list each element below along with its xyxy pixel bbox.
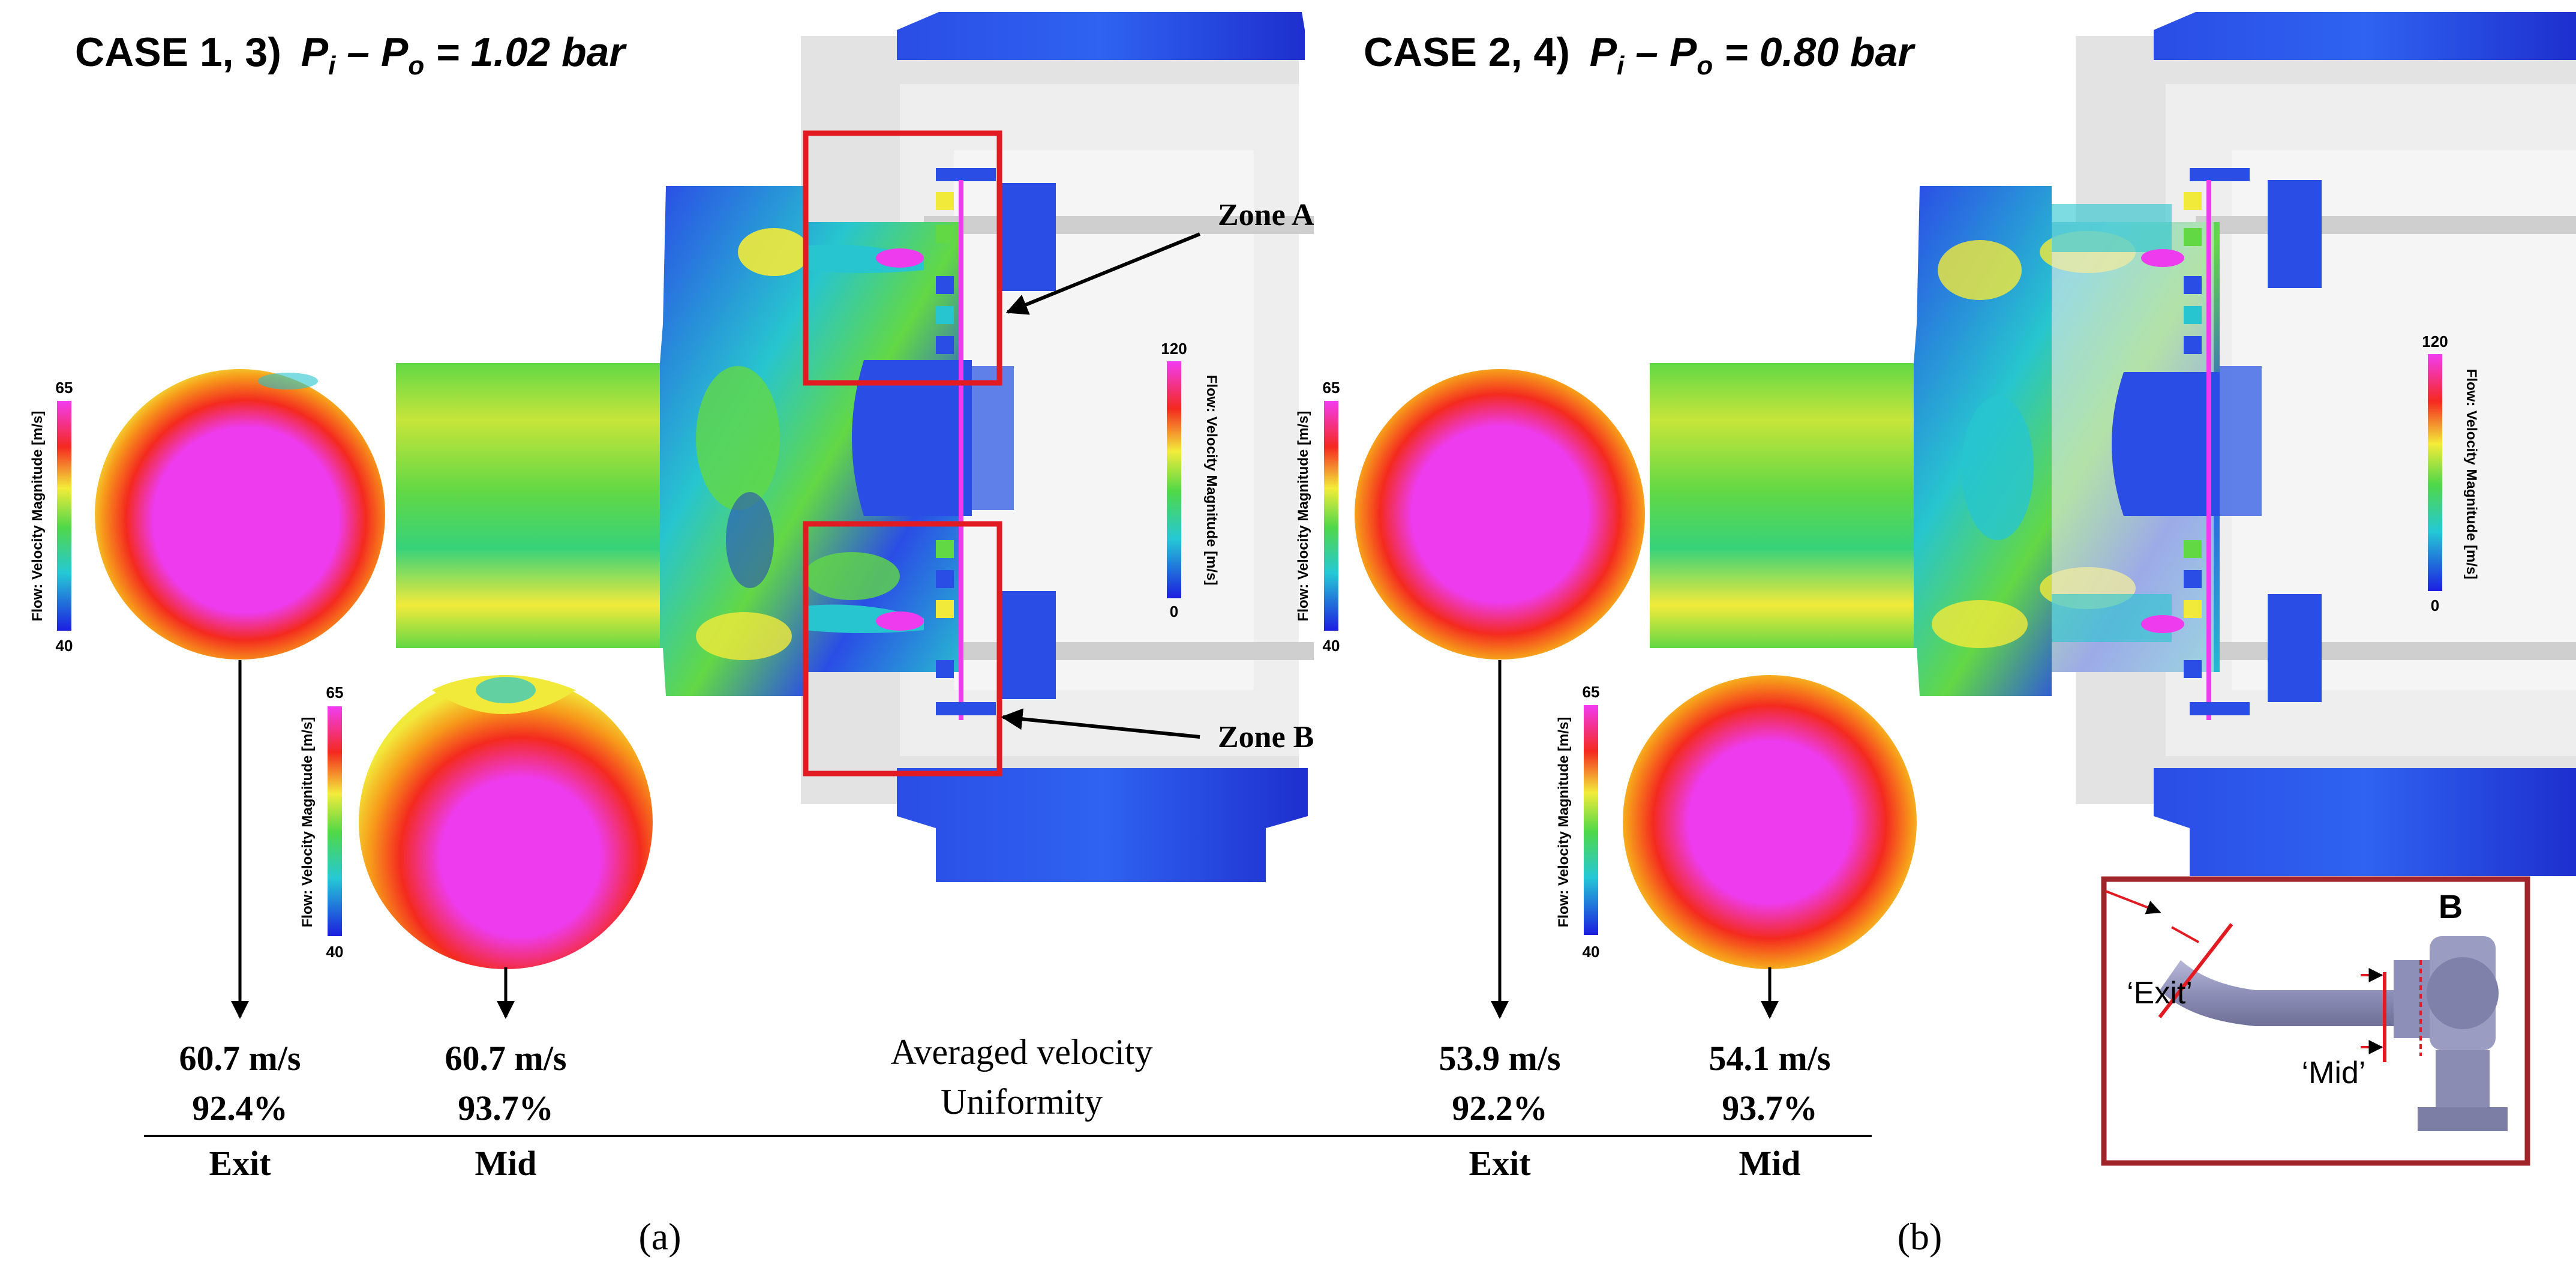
legend-exit-a: 65 40 Flow: Velocity Magnitude [m/s] — [29, 379, 73, 655]
svg-text:Flow: Velocity Magnitude [m/s]: Flow: Velocity Magnitude [m/s] — [2463, 369, 2479, 580]
inlet-pipe-flow-b — [1650, 363, 1914, 648]
svg-text:Flow: Velocity Magnitude [m/s]: Flow: Velocity Magnitude [m/s] — [29, 411, 46, 622]
mid-uniformity-a: 93.7% — [458, 1089, 554, 1128]
inset-exit-label: ‘Exit’ — [2127, 976, 2193, 1011]
bottom-cap-b — [2154, 768, 2576, 876]
center-legend-line2: Uniformity — [941, 1082, 1103, 1122]
svg-text:40: 40 — [56, 637, 73, 655]
svg-text:120: 120 — [2422, 332, 2448, 350]
legend-main-b: 120 0 Flow: Velocity Magnitude [m/s] — [2422, 332, 2479, 614]
caption-a: (a) — [638, 1215, 681, 1258]
svg-text:0: 0 — [1170, 602, 1178, 620]
center-legend-line1: Averaged velocity — [890, 1032, 1152, 1072]
mid-label-b: Mid — [1739, 1144, 1800, 1183]
svg-text:40: 40 — [326, 943, 344, 961]
exit-disk-b — [1355, 369, 1645, 660]
svg-text:120: 120 — [1161, 340, 1187, 358]
legend-mid-a: 65 40 Flow: Velocity Magnitude [m/s] — [299, 684, 343, 961]
zone-a-box — [803, 130, 1002, 386]
svg-text:0: 0 — [2431, 596, 2439, 614]
svg-text:Flow: Velocity Magnitude [m/s]: Flow: Velocity Magnitude [m/s] — [1203, 375, 1220, 586]
center-legend: Averaged velocity Uniformity — [890, 1032, 1152, 1122]
exit-label-a: Exit — [209, 1144, 271, 1183]
exit-disk-a — [95, 369, 385, 660]
svg-text:40: 40 — [1323, 637, 1340, 655]
zone-a-arrow — [1005, 232, 1201, 315]
plug-a — [852, 360, 972, 516]
inset-pipe — [2160, 960, 2394, 1026]
legend-main-a: 120 0 Flow: Velocity Magnitude [m/s] — [1161, 340, 1220, 620]
exit-uniformity-a: 92.4% — [192, 1089, 288, 1128]
exit-velocity-a: 60.7 m/s — [179, 1039, 301, 1078]
inset-schematic: B ‘Exit’ ‘Mid’ — [2101, 876, 2530, 1166]
inlet-pipe-flow-a — [396, 363, 660, 648]
exit-uniformity-b: 92.2% — [1452, 1089, 1548, 1128]
mid-label-a: Mid — [475, 1144, 536, 1183]
plug-b — [2112, 372, 2220, 516]
case-title-b: CASE 2, 4) Pi – Po = 0.80 bar — [1364, 29, 1916, 80]
caption-b: (b) — [1898, 1215, 1942, 1258]
zone-b-arrow — [1001, 708, 1200, 739]
mid-velocity-b: 54.1 m/s — [1709, 1039, 1831, 1078]
top-cap-b — [2154, 12, 2576, 60]
svg-text:Flow: Velocity Magnitude [m/s]: Flow: Velocity Magnitude [m/s] — [1295, 411, 1311, 622]
svg-text:65: 65 — [56, 379, 73, 397]
svg-text:Flow: Velocity Magnitude [m/s]: Flow: Velocity Magnitude [m/s] — [1556, 717, 1572, 928]
bottom-cap-a — [897, 768, 1308, 882]
seat-rings-a — [936, 168, 1056, 720]
mid-uniformity-b: 93.7% — [1722, 1089, 1818, 1128]
mid-disk-b — [1623, 675, 1917, 969]
svg-text:65: 65 — [326, 684, 344, 702]
zone-b-box — [803, 521, 1002, 777]
svg-text:Flow: Velocity Magnitude [m/s]: Flow: Velocity Magnitude [m/s] — [299, 717, 316, 928]
mid-velocity-a: 60.7 m/s — [445, 1039, 567, 1078]
inset-mid-label: ‘Mid’ — [2302, 1056, 2366, 1090]
top-cap-a — [897, 12, 1305, 60]
seat-rings-b — [2184, 168, 2322, 720]
panel-a: Zone A Zone B 120 0 Flow: Velocity Magni… — [29, 12, 1314, 1258]
zone-b-label: Zone B — [1218, 720, 1314, 754]
exit-label-b: Exit — [1469, 1144, 1531, 1183]
svg-text:65: 65 — [1583, 683, 1600, 701]
valve-body-a — [801, 36, 1314, 804]
inset-point-b: B — [2439, 888, 2463, 925]
panel-b: 120 0 Flow: Velocity Magnitude [m/s] 65 … — [1295, 12, 2576, 1258]
zone-a-label: Zone A — [1218, 198, 1314, 232]
exit-velocity-b: 53.9 m/s — [1439, 1039, 1561, 1078]
legend-mid-b: 65 40 Flow: Velocity Magnitude [m/s] — [1556, 683, 1599, 961]
case-title-a: CASE 1, 3) Pi – Po = 1.02 bar — [75, 29, 627, 80]
svg-text:40: 40 — [1583, 943, 1600, 961]
inset-valve-flange — [2394, 960, 2430, 1038]
legend-exit-b: 65 40 Flow: Velocity Magnitude [m/s] — [1295, 379, 1340, 655]
svg-text:65: 65 — [1323, 379, 1340, 397]
mid-disk-a — [359, 675, 653, 969]
